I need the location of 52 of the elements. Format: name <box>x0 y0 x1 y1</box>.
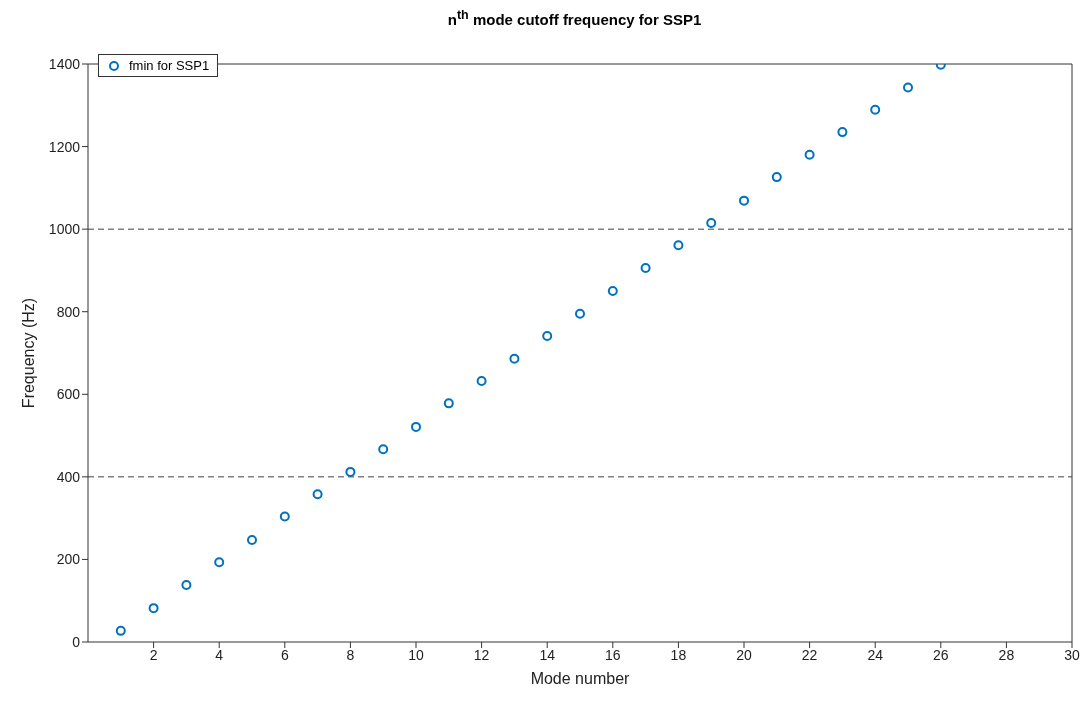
x-tick-label: 22 <box>801 646 818 663</box>
point <box>181 580 192 591</box>
y-tick-label: 1000 <box>48 221 81 238</box>
legend-label: fmin for SSP1 <box>129 58 210 73</box>
point <box>640 262 651 273</box>
x-tick-label: 26 <box>933 646 949 663</box>
x-tick-label: 12 <box>473 646 490 663</box>
point <box>804 149 815 160</box>
point <box>607 286 618 297</box>
x-tick-label: 16 <box>605 646 621 663</box>
chart-title: n$^{th}$ mode cutoff frequency for SSP1 <box>446 8 703 30</box>
point <box>378 444 389 455</box>
x-tick-label: 30 <box>1064 646 1080 663</box>
point <box>312 489 323 500</box>
x-tick-label: 18 <box>670 646 687 663</box>
point <box>279 511 290 522</box>
point <box>476 376 487 387</box>
x-tick-label: 28 <box>998 646 1015 663</box>
point <box>443 398 454 409</box>
x-tick-label: 6 <box>280 646 289 663</box>
y-tick-label: 0 <box>72 633 81 650</box>
point <box>837 127 848 138</box>
point <box>247 535 257 546</box>
point <box>345 466 356 477</box>
x-tick-label: 2 <box>149 646 158 663</box>
y-tick-label: 1400 <box>48 55 81 72</box>
point <box>542 331 553 342</box>
point <box>673 240 684 251</box>
y-tick-label: 400 <box>56 468 81 485</box>
point <box>411 421 421 432</box>
x-tick-label: 8 <box>346 646 355 663</box>
point <box>115 625 126 636</box>
point <box>870 104 881 115</box>
point <box>771 172 782 183</box>
point <box>903 82 913 93</box>
y-tick-label: 600 <box>56 386 81 403</box>
point <box>575 308 585 319</box>
y-tick-label: 800 <box>56 303 81 320</box>
y-axis-title: Frequency (Hz) <box>19 297 37 409</box>
x-tick-label: 10 <box>408 646 424 663</box>
point <box>509 353 520 364</box>
y-tick-label: 1200 <box>48 138 81 155</box>
y-tick-label: 200 <box>56 551 81 568</box>
x-axis-title: Mode number <box>530 670 631 687</box>
x-tick-label: 20 <box>736 646 752 663</box>
x-tick-label: 24 <box>867 646 884 663</box>
x-tick-label: 14 <box>539 646 556 663</box>
point <box>148 603 159 614</box>
x-tick-label: 4 <box>215 646 224 663</box>
point <box>214 557 225 568</box>
point <box>706 217 717 228</box>
point <box>739 195 749 206</box>
